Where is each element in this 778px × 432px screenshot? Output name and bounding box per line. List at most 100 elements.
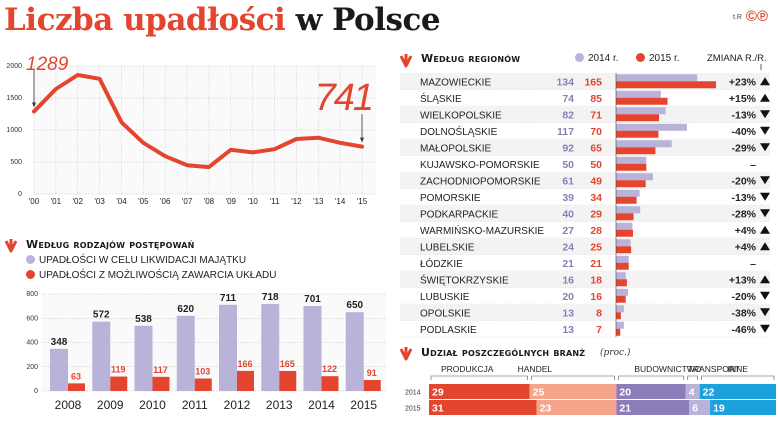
segment-bar: [689, 400, 711, 415]
change-value: -38%: [731, 307, 756, 319]
x-tick-label: '13: [313, 197, 324, 206]
value-2014: 39: [562, 192, 574, 204]
region-name: ŚLĄSKIE: [420, 92, 462, 105]
triangle-up-icon: [760, 77, 770, 86]
credit-text: t.R: [733, 14, 742, 21]
segment-value: 23: [540, 403, 552, 415]
change-value: +13%: [729, 274, 757, 286]
data-point: [317, 136, 320, 139]
annotation-arrowhead: [360, 137, 364, 143]
row-background: [400, 238, 770, 255]
row-background: [400, 205, 770, 222]
data-label-liquidation: 701: [304, 294, 321, 305]
triangle-up-icon: [760, 242, 770, 251]
region-section-title: Według regionów: [421, 52, 521, 65]
segment-bracket: [531, 375, 615, 380]
x-tick-label: '07: [182, 197, 193, 206]
region-name: OPOLSKIE: [420, 308, 471, 319]
procedure-legend-1: UPADŁOŚCI W CELU LIKWIDACJI MAJĄTKU: [26, 255, 246, 266]
triangle-down-icon: [760, 291, 770, 300]
y-tick-label: 500: [10, 159, 22, 166]
legend-label-arrangement: UPADŁOŚCI Z MOŻLIWOŚCIĄ ZAWARCIA UKŁADU: [39, 270, 277, 281]
segment-label: BUDOWNICTWO: [634, 364, 701, 374]
procedure-legend-2: UPADŁOŚCI Z MOŻLIWOŚCIĄ ZAWARCIA UKŁADU: [26, 270, 276, 281]
region-name: PODKARPACKIE: [420, 209, 498, 220]
bar-2015: [616, 312, 621, 320]
data-label-liquidation: 711: [220, 293, 237, 304]
legend-swatch-lilac: [575, 53, 584, 62]
row-background: [400, 172, 770, 189]
bar-2015: [616, 279, 627, 287]
legend-label-2014: 2014 r.: [588, 53, 619, 64]
bar-arrangement: [152, 376, 170, 391]
title-black: w Polsce: [295, 2, 441, 38]
bar-2014: [616, 173, 653, 181]
region-name: ŁÓDZKIE: [420, 257, 463, 270]
x-tick-label: '06: [160, 197, 171, 206]
legend-label-liquidation: UPADŁOŚCI W CELU LIKWIDACJI MAJĄTKU: [39, 255, 247, 266]
x-tick-label: '03: [94, 197, 105, 206]
x-tick-label: '09: [226, 197, 237, 206]
value-2014: 92: [562, 142, 574, 154]
data-point: [142, 141, 145, 144]
data-label-arrangement: 91: [367, 368, 377, 378]
change-value: -13%: [731, 192, 756, 204]
row-background: [400, 139, 770, 156]
data-label-liquidation: 650: [346, 300, 363, 311]
bar-liquidation: [261, 303, 280, 391]
title-red: Liczba upadłości: [4, 2, 286, 38]
bar-arrangement: [110, 376, 128, 391]
data-label-liquidation: 572: [93, 310, 110, 321]
value-2014: 16: [562, 274, 574, 286]
value-2015: 34: [590, 192, 602, 204]
bar-arrangement: [194, 378, 212, 391]
change-value: –: [750, 258, 756, 270]
bar-arrangement: [68, 383, 85, 391]
y-tick-label: 0: [18, 191, 22, 198]
bar-2014: [616, 288, 629, 296]
x-tick-label: '02: [73, 197, 84, 206]
bar-liquidation: [303, 306, 322, 391]
down-arrow-icon: [399, 347, 413, 361]
region-name: ZACHODNIOPOMORSKIE: [420, 176, 541, 187]
y-tick-label: 0: [34, 388, 38, 395]
down-arrow-icon: [4, 239, 18, 253]
x-tick-label: '14: [335, 197, 346, 206]
value-2014: 40: [562, 208, 574, 220]
value-2014: 13: [562, 324, 574, 336]
data-point: [339, 141, 342, 144]
change-value: -13%: [731, 109, 756, 121]
segment-bar: [429, 400, 537, 415]
x-tick-label: 2011: [182, 398, 208, 412]
page-title: Liczba upadłości w Polsce: [4, 2, 441, 38]
data-point: [164, 155, 167, 158]
bar-2015: [616, 229, 633, 237]
segment-bar: [536, 400, 617, 415]
bar-2014: [616, 321, 624, 329]
x-tick-label: '00: [29, 197, 40, 206]
bar-liquidation: [345, 312, 364, 391]
segment-label: HANDEL: [518, 364, 553, 374]
bar-2015: [616, 130, 659, 138]
value-2015: 29: [590, 208, 602, 220]
region-name: WIELKOPOLSKIE: [420, 110, 502, 121]
segment-value: 21: [619, 403, 631, 415]
bar-2015: [616, 295, 626, 303]
segment-bracket: [701, 375, 775, 380]
value-2015: 8: [596, 307, 602, 319]
bar-2015: [616, 328, 621, 336]
y-tick-label: 400: [26, 340, 38, 347]
x-tick-label: '08: [204, 197, 215, 206]
triangle-down-icon: [760, 143, 770, 152]
segment-bar: [529, 384, 617, 399]
bar-2015: [616, 97, 668, 105]
data-label-liquidation: 620: [177, 304, 194, 315]
data-label-liquidation: 718: [262, 292, 279, 303]
data-point: [361, 145, 363, 148]
segment-value: 6: [692, 403, 698, 415]
segment-value: 19: [713, 403, 725, 415]
segment-value: 29: [432, 387, 444, 399]
data-point: [207, 166, 210, 169]
bar-liquidation: [176, 315, 195, 391]
bar-2015: [616, 180, 646, 188]
